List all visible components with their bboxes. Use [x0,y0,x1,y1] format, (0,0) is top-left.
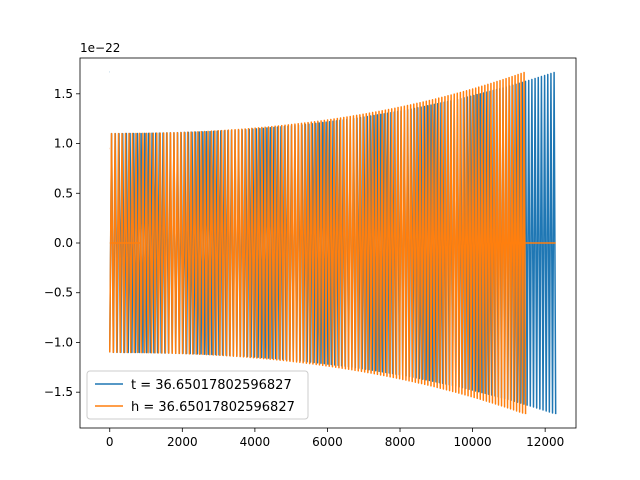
x-tick-label: 8000 [385,435,416,449]
y-tick-label: 1.5 [54,87,73,101]
x-tick-label: 4000 [240,435,271,449]
y-tick-label: 0.5 [54,186,73,200]
x-axis-ticks: 0 2000 4000 6000 8000 10000 12000 [106,428,564,449]
legend: t = 36.65017802596827 h = 36.65017802596… [86,370,309,420]
y-axis-offset-text: 1e−22 [80,41,120,55]
series-line-1 [109,71,556,415]
x-tick-label: 12000 [526,435,564,449]
y-tick-label: 1.0 [54,137,73,151]
y-tick-label: −1.5 [44,385,73,399]
x-tick-label: 6000 [312,435,343,449]
y-axis-ticks: −1.5 −1.0 −0.5 0.0 0.5 1.0 1.5 [44,87,80,399]
x-tick-label: 0 [106,435,114,449]
y-tick-label: 0.0 [54,236,73,250]
x-tick-label: 10000 [453,435,491,449]
y-tick-label: −0.5 [44,286,73,300]
y-tick-label: −1.0 [44,335,73,349]
legend-label-h: h = 36.65017802596827 [131,400,295,415]
legend-label-t: t = 36.65017802596827 [131,378,292,393]
legend-box [86,370,309,420]
series-layer [109,71,557,415]
x-tick-label: 2000 [167,435,198,449]
